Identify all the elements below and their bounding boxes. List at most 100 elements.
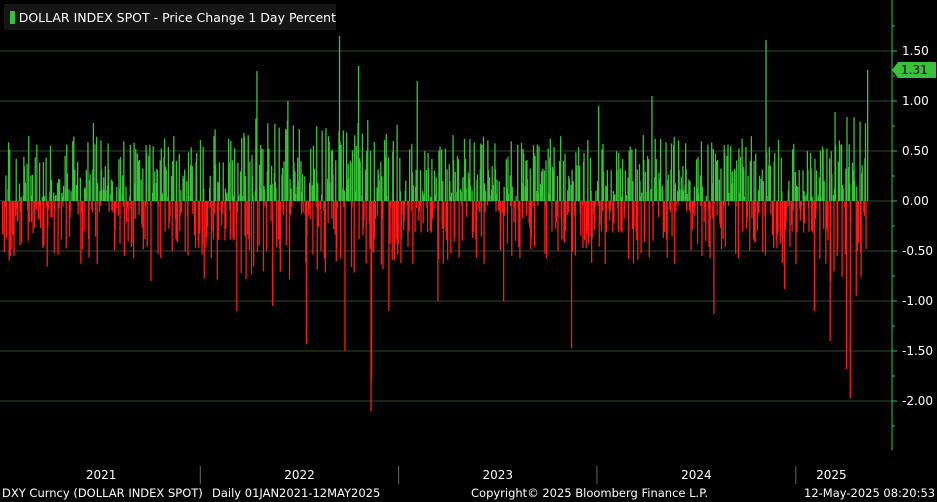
bar xyxy=(454,201,456,237)
bar xyxy=(38,162,41,201)
bar xyxy=(270,201,272,221)
bar xyxy=(252,195,254,201)
bar xyxy=(178,153,180,201)
bar xyxy=(184,201,186,252)
bar xyxy=(324,201,327,273)
bar xyxy=(320,201,322,251)
bar xyxy=(643,159,645,201)
bar xyxy=(719,201,722,228)
bar xyxy=(495,201,497,212)
bar xyxy=(853,180,856,201)
bar xyxy=(332,174,334,201)
bar xyxy=(723,201,725,207)
bar xyxy=(184,169,186,201)
bar xyxy=(837,201,839,249)
bar xyxy=(601,201,604,211)
bar xyxy=(12,201,14,235)
bar xyxy=(51,201,53,218)
bar xyxy=(571,201,574,252)
bar xyxy=(278,201,280,240)
bar xyxy=(515,196,517,201)
bar xyxy=(408,201,410,232)
bar xyxy=(397,201,399,245)
bar xyxy=(383,140,386,201)
bar xyxy=(511,201,513,256)
bar xyxy=(336,201,338,249)
bar xyxy=(628,150,630,201)
bar xyxy=(848,144,850,201)
bar xyxy=(595,190,597,201)
bar xyxy=(442,181,444,201)
bar xyxy=(792,149,794,201)
bar xyxy=(737,201,739,259)
bar xyxy=(251,176,254,201)
bar xyxy=(351,150,354,201)
bar xyxy=(544,201,547,207)
bar xyxy=(21,201,23,244)
bar xyxy=(485,191,487,201)
bar xyxy=(266,201,268,251)
bar xyxy=(768,147,770,201)
bar xyxy=(677,201,679,206)
bar xyxy=(734,201,737,254)
bar xyxy=(329,182,331,201)
bar xyxy=(123,141,125,201)
bar xyxy=(552,169,554,201)
bar xyxy=(361,133,363,201)
bar xyxy=(91,201,93,213)
bar xyxy=(96,201,98,264)
bar xyxy=(673,136,675,201)
x-tick-label: 2025 xyxy=(816,468,847,482)
bar xyxy=(380,201,383,265)
bar xyxy=(648,159,650,201)
bar xyxy=(401,201,403,215)
bar xyxy=(586,201,588,231)
bar xyxy=(856,186,858,201)
bar xyxy=(270,165,273,201)
bar xyxy=(30,175,32,201)
bar xyxy=(712,201,714,219)
bar xyxy=(226,192,228,201)
bar xyxy=(28,201,30,223)
bar xyxy=(26,163,28,201)
bar xyxy=(686,193,688,201)
bar xyxy=(452,159,455,201)
bar xyxy=(711,142,713,201)
bar xyxy=(96,136,98,201)
bar xyxy=(123,201,126,256)
bar xyxy=(325,128,327,201)
bar xyxy=(119,201,121,244)
bar xyxy=(15,158,17,201)
bar xyxy=(176,201,179,243)
bar xyxy=(193,201,196,236)
bar xyxy=(55,194,57,201)
bar xyxy=(616,170,618,201)
bar xyxy=(287,101,289,201)
bar xyxy=(222,201,224,208)
bar xyxy=(841,201,843,278)
bar xyxy=(111,201,113,211)
bar xyxy=(724,153,726,201)
bar xyxy=(572,181,574,201)
bar xyxy=(802,201,805,233)
bar xyxy=(477,201,479,210)
bar xyxy=(491,166,493,201)
bar xyxy=(658,172,660,201)
bar xyxy=(244,176,247,201)
bar xyxy=(188,196,190,201)
bar xyxy=(717,159,719,201)
bar xyxy=(386,195,388,201)
bar xyxy=(449,181,451,201)
bar xyxy=(103,177,105,201)
legend: DOLLAR INDEX SPOT - Price Change 1 Day P… xyxy=(4,4,336,30)
bar xyxy=(621,201,623,233)
bar xyxy=(770,201,772,214)
bar xyxy=(441,201,443,229)
bar xyxy=(780,157,782,201)
bar xyxy=(439,146,441,201)
bar xyxy=(564,153,566,201)
bar xyxy=(802,170,804,201)
bar xyxy=(795,201,797,264)
bar xyxy=(567,190,569,201)
bar xyxy=(160,201,162,259)
